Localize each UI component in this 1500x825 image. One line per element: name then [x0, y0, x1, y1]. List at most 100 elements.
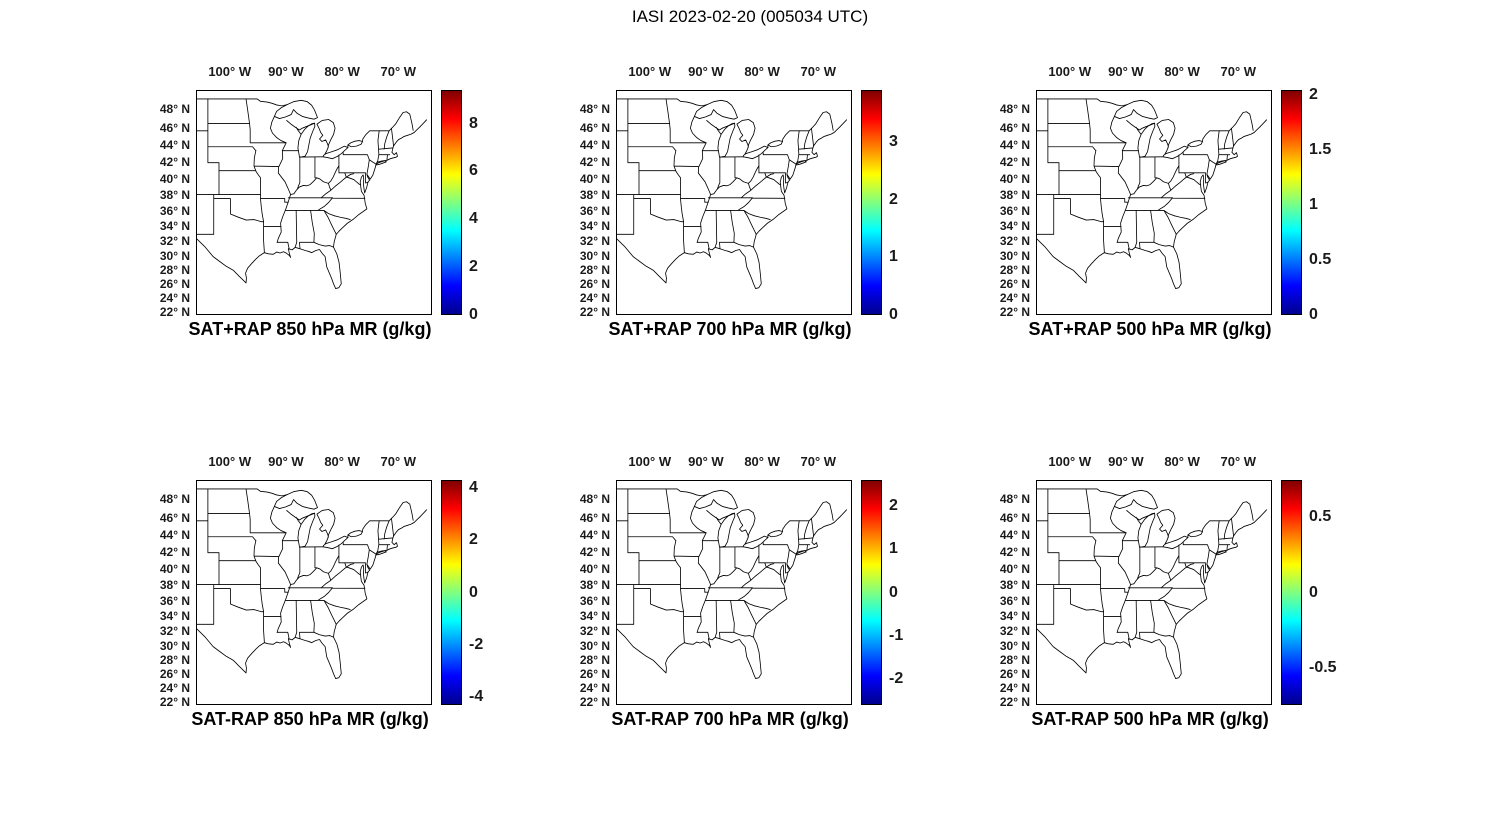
lat-tick-label: 32° N: [159, 624, 190, 639]
lat-tick-label: 22° N: [999, 304, 1030, 319]
lat-tick-label: 24° N: [159, 291, 190, 305]
lat-tick-label: 44° N: [159, 528, 190, 543]
lat-tick-label: 36° N: [579, 593, 610, 608]
lon-tick-label: 100° W: [628, 64, 672, 79]
colorbar-axis: 0.5 0 -0.5: [1309, 480, 1361, 705]
colorbar-tick-label: 0: [889, 583, 898, 601]
colorbar-axis: 2 1 0 -1 -2: [889, 480, 941, 705]
lat-tick-label: 28° N: [579, 263, 610, 278]
colorbar-tick-label: 4: [469, 478, 478, 496]
lat-tick-label: 46° N: [999, 120, 1030, 135]
lat-tick-label: 38° N: [999, 578, 1030, 593]
lat-tick-label: 24° N: [999, 681, 1030, 695]
colorbar-tick-label: 1: [889, 540, 898, 558]
lon-tick-label: 70° W: [1220, 64, 1257, 79]
lat-tick-label: 26° N: [579, 277, 610, 292]
lat-tick-label: 22° N: [579, 304, 610, 319]
lat-tick-label: 40° N: [579, 172, 610, 186]
lat-tick-label: 30° N: [579, 638, 610, 653]
lat-tick-label: 42° N: [159, 155, 190, 170]
lat-tick-label: 44° N: [999, 528, 1030, 543]
latitude-axis: 48° N 46° N 44° N 42° N 40° N 38° N 36° N 34° N…: [970, 90, 1030, 319]
lat-tick-label: 40° N: [999, 562, 1030, 576]
colorbar-tick-label: 0: [469, 583, 478, 601]
map-panel-sat-plus-rap-700: 100° W 90° W 80° W 70° W 48° N 46° N 44° N 42°…: [550, 62, 910, 357]
lat-tick-label: 32° N: [159, 234, 190, 249]
colorbar: [861, 90, 882, 315]
lat-tick-label: 22° N: [579, 694, 610, 709]
longitude-axis: 100° W 90° W 80° W 70° W: [1036, 454, 1272, 474]
colorbar: [441, 480, 462, 705]
lon-tick-label: 100° W: [1048, 64, 1092, 79]
colorbar-tick-label: -4: [469, 688, 484, 706]
colorbar-tick-label: 2: [889, 496, 898, 514]
lat-tick-label: 28° N: [579, 653, 610, 668]
lat-tick-label: 28° N: [159, 263, 190, 278]
colorbar-axis: 8 6 4 2 0: [469, 90, 521, 324]
lat-tick-label: 38° N: [579, 578, 610, 593]
longitude-axis: 100° W 90° W 80° W 70° W: [196, 454, 432, 474]
colorbar-tick-label: 2: [469, 531, 478, 549]
lat-tick-label: 46° N: [159, 510, 190, 525]
colorbar-tick-label: -2: [889, 670, 904, 688]
lat-tick-label: 26° N: [999, 277, 1030, 292]
longitude-axis: 100° W 90° W 80° W 70° W: [196, 64, 432, 84]
us-states-map: [1037, 488, 1268, 679]
lat-tick-label: 40° N: [159, 562, 190, 576]
lat-tick-label: 36° N: [999, 203, 1030, 218]
lat-tick-label: 34° N: [579, 609, 610, 624]
lat-tick-label: 38° N: [159, 578, 190, 593]
lat-tick-label: 42° N: [159, 545, 190, 560]
lon-tick-label: 70° W: [380, 454, 417, 469]
lon-tick-label: 80° W: [744, 64, 780, 79]
panel-title: SAT+RAP 850 hPa MR (g/kg): [188, 319, 432, 339]
lon-tick-label: 90° W: [1108, 454, 1144, 469]
lat-tick-label: 38° N: [159, 188, 190, 203]
map-panel-sat-minus-rap-500: 100° W 90° W 80° W 70° W 48° N 46° N 44° N 42°…: [970, 452, 1337, 747]
lat-tick-label: 28° N: [159, 653, 190, 668]
lon-tick-label: 70° W: [1220, 454, 1257, 469]
colorbar-tick-label: 3: [889, 132, 898, 150]
lat-tick-label: 42° N: [579, 155, 610, 170]
panel-title: SAT-RAP 700 hPa MR (g/kg): [611, 709, 849, 729]
lat-tick-label: 22° N: [159, 694, 190, 709]
lon-tick-label: 80° W: [1164, 454, 1200, 469]
lat-tick-label: 32° N: [579, 624, 610, 639]
colorbar: [441, 90, 462, 315]
map-frame: [616, 480, 852, 705]
colorbar-tick-label: 0.5: [1309, 251, 1332, 269]
lon-tick-label: 80° W: [324, 64, 360, 79]
lat-tick-label: 42° N: [579, 545, 610, 560]
colorbar-axis: 3 2 1 0: [889, 90, 941, 323]
colorbar-tick-label: 2: [1309, 86, 1318, 104]
lat-tick-label: 38° N: [999, 188, 1030, 203]
lon-tick-label: 100° W: [628, 454, 672, 469]
lon-tick-label: 80° W: [324, 454, 360, 469]
lat-tick-label: 46° N: [999, 510, 1030, 525]
latitude-axis: 48° N 46° N 44° N 42° N 40° N 38° N 36° N 34° N…: [130, 480, 190, 709]
latitude-axis: 48° N 46° N 44° N 42° N 40° N 38° N 36° N 34° N…: [130, 90, 190, 319]
lon-tick-label: 90° W: [1108, 64, 1144, 79]
map-panel-sat-minus-rap-700: 100° W 90° W 80° W 70° W 48° N 46° N 44° N 42°…: [550, 452, 910, 747]
lat-tick-label: 44° N: [579, 138, 610, 153]
colorbar-tick-label: 2: [889, 190, 898, 208]
lat-tick-label: 48° N: [579, 102, 610, 117]
lat-tick-label: 36° N: [579, 203, 610, 218]
lat-tick-label: 46° N: [579, 120, 610, 135]
lat-tick-label: 48° N: [999, 102, 1030, 117]
lat-tick-label: 30° N: [999, 638, 1030, 653]
lat-tick-label: 40° N: [579, 562, 610, 576]
colorbar-tick-label: -0.5: [1309, 658, 1337, 676]
lon-tick-label: 100° W: [208, 454, 252, 469]
lat-tick-label: 28° N: [999, 653, 1030, 668]
lat-tick-label: 34° N: [159, 219, 190, 234]
colorbar-tick-label: 0: [889, 306, 898, 323]
colorbar-tick-label: 4: [469, 210, 478, 228]
lat-tick-label: 36° N: [159, 203, 190, 218]
latitude-axis: 48° N 46° N 44° N 42° N 40° N 38° N 36° N 34° N…: [970, 480, 1030, 709]
lat-tick-label: 46° N: [579, 510, 610, 525]
map-frame: [1036, 90, 1272, 315]
lon-tick-label: 80° W: [744, 454, 780, 469]
lon-tick-label: 80° W: [1164, 64, 1200, 79]
